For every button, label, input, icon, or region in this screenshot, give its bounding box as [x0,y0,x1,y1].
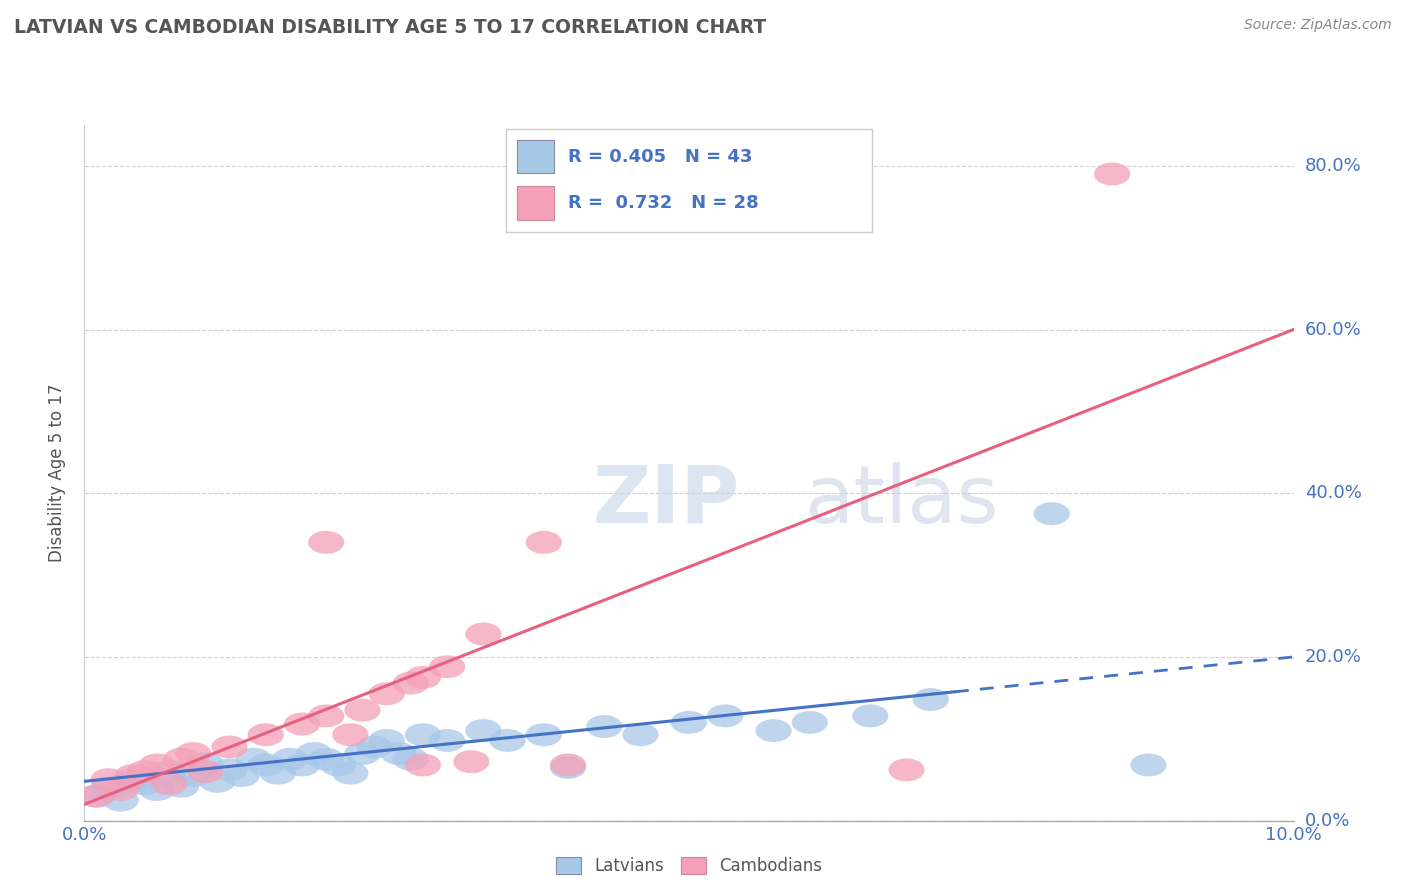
Ellipse shape [115,764,150,787]
Ellipse shape [526,723,562,746]
Ellipse shape [623,723,658,746]
Ellipse shape [174,742,211,765]
Ellipse shape [163,775,200,797]
Ellipse shape [308,747,344,771]
Ellipse shape [79,785,115,807]
Ellipse shape [392,672,429,695]
Text: 0.0%: 0.0% [1305,812,1350,830]
Ellipse shape [247,754,284,776]
Ellipse shape [224,764,260,787]
Ellipse shape [586,715,623,738]
Text: 40.0%: 40.0% [1305,484,1361,502]
Ellipse shape [211,758,247,781]
Ellipse shape [90,768,127,791]
Ellipse shape [127,772,163,796]
Legend: Latvians, Cambodians: Latvians, Cambodians [550,850,828,882]
Ellipse shape [308,705,344,727]
Text: 60.0%: 60.0% [1305,320,1361,339]
Ellipse shape [79,785,115,807]
Ellipse shape [526,531,562,554]
Ellipse shape [405,723,441,746]
Ellipse shape [174,764,211,787]
Ellipse shape [321,754,357,776]
Ellipse shape [405,754,441,776]
Ellipse shape [1130,754,1167,776]
Ellipse shape [429,729,465,752]
FancyBboxPatch shape [517,140,554,173]
Ellipse shape [1033,502,1070,525]
Ellipse shape [381,742,418,765]
Ellipse shape [163,747,200,771]
Ellipse shape [127,760,163,783]
Text: Source: ZipAtlas.com: Source: ZipAtlas.com [1244,18,1392,32]
Ellipse shape [103,789,139,812]
Ellipse shape [236,747,271,771]
Ellipse shape [103,778,139,801]
Text: ZIP: ZIP [592,461,740,540]
Text: R =  0.732   N = 28: R = 0.732 N = 28 [568,194,759,211]
Ellipse shape [671,711,707,734]
Ellipse shape [792,711,828,734]
Text: R = 0.405   N = 43: R = 0.405 N = 43 [568,147,752,166]
FancyBboxPatch shape [517,186,554,219]
Ellipse shape [707,705,744,727]
Ellipse shape [332,762,368,785]
Ellipse shape [344,742,381,765]
Ellipse shape [912,688,949,711]
Ellipse shape [550,756,586,779]
Ellipse shape [344,698,381,722]
Ellipse shape [211,736,247,758]
Ellipse shape [1094,162,1130,186]
Text: atlas: atlas [804,461,998,540]
Ellipse shape [465,719,502,742]
Ellipse shape [115,768,150,791]
Ellipse shape [284,754,321,776]
Ellipse shape [429,656,465,678]
Ellipse shape [150,760,187,783]
Ellipse shape [550,754,586,776]
Ellipse shape [260,762,297,785]
Ellipse shape [405,666,441,689]
Ellipse shape [200,770,236,793]
Ellipse shape [453,750,489,773]
Ellipse shape [150,772,187,796]
Ellipse shape [139,778,176,801]
Ellipse shape [271,747,308,771]
Ellipse shape [284,713,321,736]
Ellipse shape [489,729,526,752]
Ellipse shape [187,752,224,775]
Y-axis label: Disability Age 5 to 17: Disability Age 5 to 17 [48,384,66,562]
Ellipse shape [852,705,889,727]
Ellipse shape [889,758,925,781]
Ellipse shape [187,760,224,783]
Ellipse shape [755,719,792,742]
Ellipse shape [465,623,502,646]
Ellipse shape [368,729,405,752]
Ellipse shape [139,754,176,776]
Ellipse shape [247,723,284,746]
Ellipse shape [308,531,344,554]
Ellipse shape [357,736,392,758]
Ellipse shape [90,776,127,799]
Text: LATVIAN VS CAMBODIAN DISABILITY AGE 5 TO 17 CORRELATION CHART: LATVIAN VS CAMBODIAN DISABILITY AGE 5 TO… [14,18,766,37]
Text: 20.0%: 20.0% [1305,648,1361,666]
Ellipse shape [392,747,429,771]
Text: 80.0%: 80.0% [1305,157,1361,175]
Ellipse shape [332,723,368,746]
Ellipse shape [368,682,405,706]
Ellipse shape [295,742,332,765]
